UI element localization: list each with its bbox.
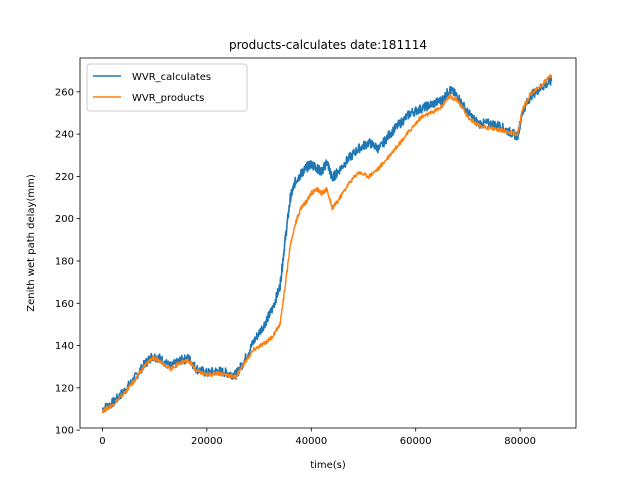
y-tick-label: 160 — [55, 299, 74, 310]
y-axis-label: Zenith wet path delay(mm) — [26, 174, 37, 312]
x-axis-label: time(s) — [310, 460, 346, 471]
y-tick-label: 140 — [55, 341, 74, 352]
y-tick-label: 220 — [55, 172, 74, 183]
x-tick-label: 20000 — [191, 436, 223, 447]
legend-box — [86, 63, 248, 112]
y-tick-label: 260 — [55, 87, 74, 98]
y-tick-label: 120 — [55, 383, 74, 394]
legend-label-wvr-products: WVR_products — [132, 93, 204, 104]
y-axis: 100 120 140 160 180 200 220 240 260 — [55, 87, 80, 437]
y-tick-label: 240 — [55, 130, 74, 141]
y-tick-label: 180 — [55, 256, 74, 267]
chart-title: products-calculates date:181114 — [229, 38, 427, 52]
legend-label-wvr-calculates: WVR_calculates — [132, 72, 211, 83]
y-tick-label: 100 — [55, 426, 74, 437]
x-tick-label: 60000 — [400, 436, 432, 447]
x-tick-label: 40000 — [295, 436, 327, 447]
y-tick-label: 200 — [55, 214, 74, 225]
x-tick-label: 80000 — [504, 436, 536, 447]
plot-area-frame — [79, 57, 577, 429]
x-axis: 0 20000 40000 60000 80000 — [99, 428, 536, 447]
legend: WVR_calculates WVR_products — [86, 63, 248, 112]
x-tick-label: 0 — [99, 436, 105, 447]
series-lines — [101, 74, 553, 414]
series-line-wvr-products — [101, 74, 553, 414]
